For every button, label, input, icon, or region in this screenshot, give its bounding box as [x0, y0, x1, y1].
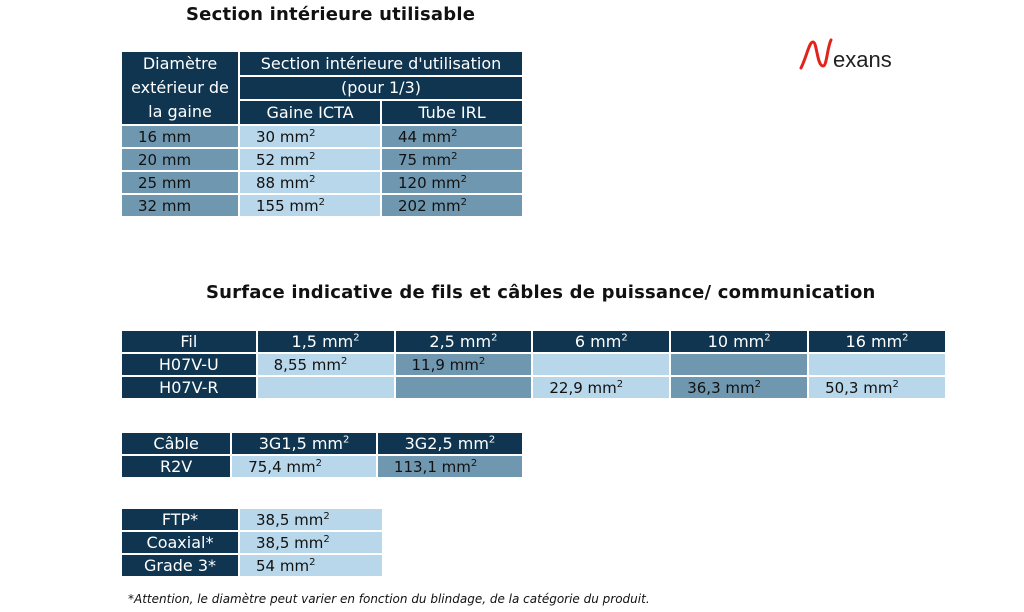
table-cell: 16 mm2 [807, 329, 947, 354]
table-row: FTP* 38,5 mm2 [120, 507, 384, 532]
table-cell: 10 mm2 [669, 329, 810, 354]
cable-table: Câble 3G1,5 mm2 3G2,5 mm2 R2V 75,4 mm2 113,1 … [119, 431, 525, 479]
table-row: 32 mm 155 mm2 202 mm2 [120, 193, 524, 218]
table-cell: 50,3 mm2 [807, 375, 947, 400]
header-group: Section intérieure d'utilisation [238, 50, 524, 77]
table-cell: 113,1 mm2 [375, 454, 525, 479]
table-cell: 3G1,5 mm2 [230, 431, 378, 456]
table-cell: R2V [119, 454, 233, 479]
table-cell: 16 mm [120, 124, 240, 149]
table-cell [807, 352, 947, 377]
table-cell [393, 375, 534, 400]
section2-title: Surface indicative de fils et câbles de … [206, 282, 876, 303]
table-header-row: Câble 3G1,5 mm2 3G2,5 mm2 [119, 431, 525, 456]
table-cell: 20 mm [120, 147, 240, 172]
table-cell: Fil [120, 329, 258, 354]
table-row: 16 mm 30 mm2 44 mm2 [120, 124, 524, 149]
table-cell: Câble [119, 431, 233, 456]
table-cell: 36,3 mm2 [669, 375, 810, 400]
table-cell: 120 mm2 [380, 170, 524, 195]
table-cell: H07V-R [120, 375, 258, 400]
table-row: H07V-R 22,9 mm2 36,3 mm2 50,3 mm2 [120, 375, 947, 400]
header-group-sub: (pour 1/3) [238, 74, 524, 102]
header-icta: Gaine ICTA [238, 99, 382, 126]
table-cell: 8,55 mm2 [255, 352, 396, 377]
table-cell: FTP* [120, 507, 240, 532]
comm-table: FTP* 38,5 mm2 Coaxial* 38,5 mm2 Grade 3* 54 m… [120, 507, 384, 578]
table-cell: 54 mm2 [238, 553, 384, 578]
table-cell: Grade 3* [120, 553, 240, 578]
table-cell: 75,4 mm2 [230, 454, 378, 479]
table-cell: 2,5 mm2 [393, 329, 534, 354]
table-cell: 38,5 mm2 [238, 507, 384, 532]
table-row: H07V-U 8,55 mm2 11,9 mm2 [120, 352, 947, 377]
table-cell [669, 352, 810, 377]
table-cell: 38,5 mm2 [238, 530, 384, 555]
header-diameter: Diamètre extérieur de la gaine [120, 50, 240, 126]
table-cell: 44 mm2 [380, 124, 524, 149]
table-cell: 3G2,5 mm2 [375, 431, 525, 456]
table-cell: 52 mm2 [238, 147, 382, 172]
table-cell: 1,5 mm2 [255, 329, 396, 354]
header-irl: Tube IRL [380, 99, 524, 126]
table-row: R2V 75,4 mm2 113,1 mm2 [119, 454, 525, 479]
table-cell: 155 mm2 [238, 193, 382, 218]
table-cell: H07V-U [120, 352, 258, 377]
fil-table: Fil 1,5 mm2 2,5 mm2 6 mm2 10 mm2 16 mm2 H07V-U… [120, 329, 947, 400]
table-row: Grade 3* 54 mm2 [120, 553, 384, 578]
section-table: Diamètre extérieur de la gaine Section int… [120, 50, 524, 218]
table-cell: Coaxial* [120, 530, 240, 555]
table-cell: 22,9 mm2 [531, 375, 672, 400]
table-cell [531, 352, 672, 377]
table-cell: 11,9 mm2 [393, 352, 534, 377]
table-row: 25 mm 88 mm2 120 mm2 [120, 170, 524, 195]
table-cell: 6 mm2 [531, 329, 672, 354]
table-cell: 202 mm2 [380, 193, 524, 218]
table-cell: 88 mm2 [238, 170, 382, 195]
table-cell [255, 375, 396, 400]
table-cell: 30 mm2 [238, 124, 382, 149]
section1-title: Section intérieure utilisable [186, 4, 476, 25]
table-cell: 75 mm2 [380, 147, 524, 172]
table-cell: 25 mm [120, 170, 240, 195]
table-header-row: Fil 1,5 mm2 2,5 mm2 6 mm2 10 mm2 16 mm2 [120, 329, 947, 354]
footnote: *Attention, le diamètre peut varier en f… [128, 592, 650, 606]
table-row: 20 mm 52 mm2 75 mm2 [120, 147, 524, 172]
table-cell: 32 mm [120, 193, 240, 218]
svg-text:exans: exans [833, 47, 892, 72]
table-row: Coaxial* 38,5 mm2 [120, 530, 384, 555]
nexans-logo: exans [799, 38, 892, 72]
